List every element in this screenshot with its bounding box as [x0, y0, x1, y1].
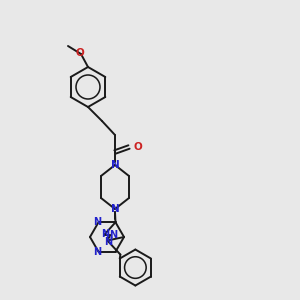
Text: N: N — [101, 229, 109, 239]
Text: N: N — [104, 236, 112, 247]
Text: O: O — [76, 48, 84, 58]
Text: N: N — [111, 204, 119, 214]
Text: N: N — [111, 160, 119, 170]
Text: N: N — [93, 217, 102, 227]
Text: N: N — [109, 230, 117, 240]
Text: N: N — [93, 247, 102, 257]
Text: O: O — [134, 142, 143, 152]
